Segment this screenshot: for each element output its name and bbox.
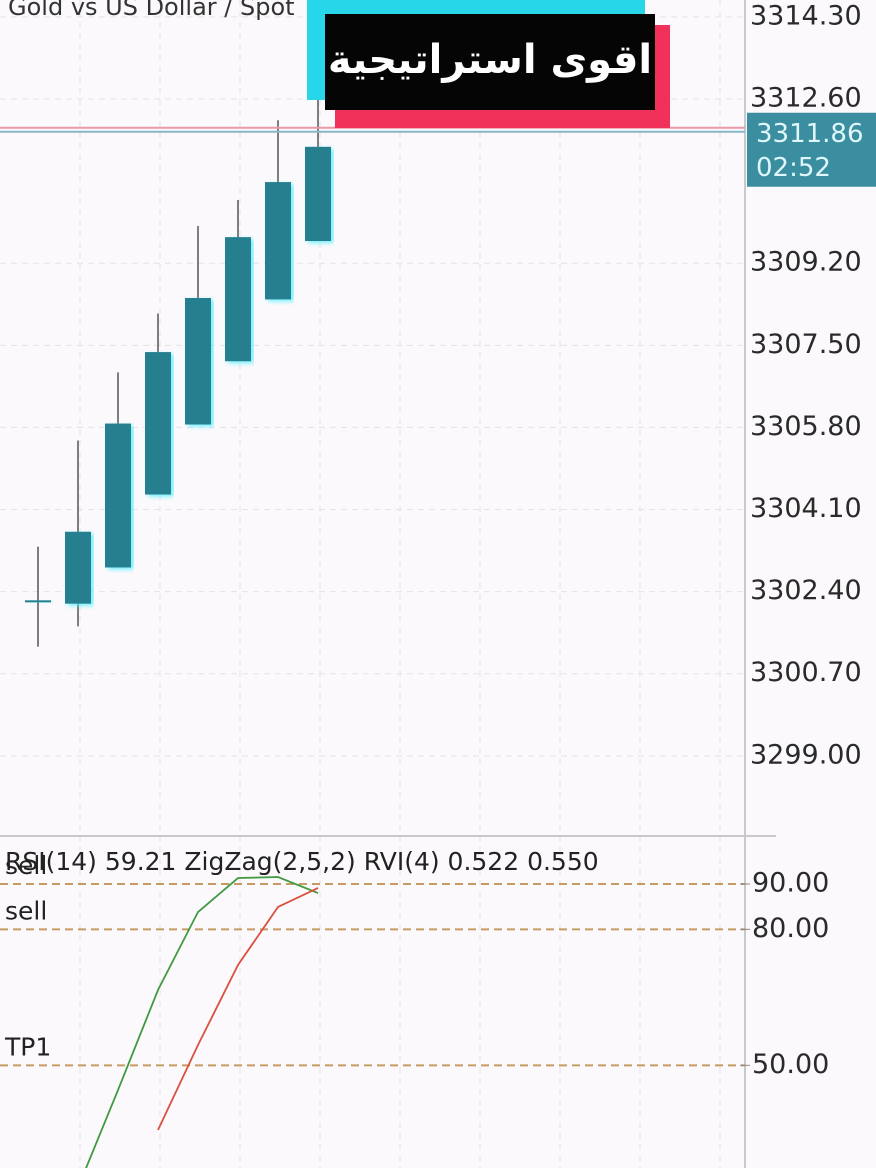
candle-body [305, 146, 331, 241]
countdown-label: 02:52 [756, 153, 831, 183]
candle-body [25, 600, 51, 603]
candle-body [225, 237, 251, 362]
level-label: sell [5, 851, 47, 880]
level-label: sell [5, 896, 47, 925]
y-tick-label: 3302.40 [750, 575, 862, 606]
level-label: TP1 [4, 1032, 51, 1061]
y-tick-label: 80.00 [752, 913, 829, 944]
axes: 3314.30 3312.60 3309.20 3307.50 3305.80 3304.… [740, 0, 876, 1080]
candle-body [265, 182, 291, 300]
y-tick-label: 90.00 [752, 868, 829, 899]
chart-title: Gold vs US Dollar / Spot [8, 0, 295, 21]
y-tick-label: 3307.50 [750, 329, 862, 360]
y-tick-label: 3309.20 [750, 247, 862, 278]
candle-body [65, 531, 91, 604]
candle-body [105, 423, 131, 568]
indicator-title: RSI(14) 59.21 ZigZag(2,5,2) RVI(4) 0.522… [5, 847, 599, 876]
candle-body [185, 297, 211, 425]
y-tick-label: 3305.80 [750, 411, 862, 442]
grid [0, 0, 745, 1168]
banner: اقوى استراتيجية [307, 0, 670, 128]
banner-text: اقوى استراتيجية [328, 37, 652, 83]
candle-body [145, 352, 171, 495]
y-tick-label: 3299.00 [750, 739, 862, 770]
y-tick-label: 50.00 [752, 1049, 829, 1080]
indicator-line [157, 887, 319, 1131]
price-tag [747, 112, 876, 187]
banner-box [325, 14, 655, 110]
indicator-line [85, 876, 319, 1168]
indicator-pane: sell sell TP1 RSI(14) 59.21 ZigZag(2,5,2) R… [0, 847, 745, 1168]
y-tick-label: 3312.60 [750, 83, 862, 114]
y-tick-label: 3304.10 [750, 493, 862, 524]
y-tick-label: 3300.70 [750, 657, 862, 688]
price-tag-label: 3311.86 [756, 119, 864, 149]
y-tick-label: 3314.30 [750, 0, 862, 31]
price-pane [0, 99, 745, 647]
